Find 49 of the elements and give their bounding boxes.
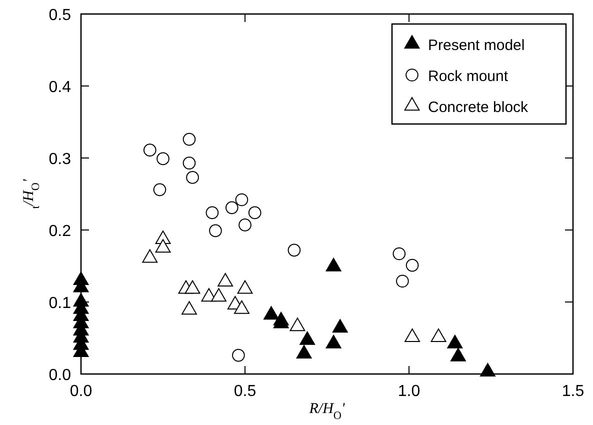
point bbox=[143, 144, 156, 156]
point bbox=[155, 239, 171, 253]
point bbox=[182, 132, 196, 146]
point bbox=[182, 301, 197, 315]
point bbox=[450, 348, 466, 362]
point bbox=[248, 206, 262, 220]
y-tick-label: 0.0 bbox=[48, 367, 72, 384]
y-tick-label: 0.5 bbox=[48, 7, 72, 24]
point bbox=[237, 280, 253, 294]
point bbox=[326, 258, 342, 272]
legend-label: Present model bbox=[428, 37, 525, 54]
point bbox=[153, 183, 166, 196]
point bbox=[225, 201, 238, 214]
point bbox=[238, 218, 252, 232]
point bbox=[300, 331, 316, 345]
point bbox=[142, 249, 158, 263]
point bbox=[392, 247, 406, 260]
y-tick-label: 0.3 bbox=[48, 151, 72, 168]
point bbox=[480, 363, 496, 376]
point bbox=[326, 334, 342, 348]
legend-label: Rock mount bbox=[428, 68, 509, 85]
x-axis-title: R/H$_{O}$' bbox=[308, 401, 346, 422]
point bbox=[296, 345, 312, 358]
point bbox=[332, 319, 348, 333]
point bbox=[209, 224, 222, 238]
y-tick-label: 0.1 bbox=[48, 295, 72, 312]
point bbox=[218, 273, 234, 286]
x-tick-label: 1.5 bbox=[562, 383, 584, 400]
point bbox=[234, 300, 250, 314]
point bbox=[206, 206, 219, 220]
point bbox=[186, 171, 199, 184]
point bbox=[182, 156, 196, 170]
y-tick-label: 0.2 bbox=[48, 223, 72, 240]
point bbox=[288, 244, 301, 257]
x-tick-label: 0.0 bbox=[70, 383, 92, 400]
point bbox=[430, 328, 446, 342]
point bbox=[156, 152, 170, 166]
legend-label: Concrete block bbox=[428, 99, 529, 116]
y-tick-label: 0.4 bbox=[48, 79, 72, 96]
point bbox=[404, 328, 420, 342]
point bbox=[406, 258, 419, 272]
point bbox=[235, 193, 248, 206]
x-tick-label: 0.5 bbox=[234, 383, 256, 400]
point bbox=[184, 280, 200, 294]
x-tick-label: 1.0 bbox=[398, 383, 420, 400]
point bbox=[447, 334, 463, 348]
point bbox=[264, 306, 279, 320]
point bbox=[290, 318, 306, 332]
point bbox=[211, 288, 226, 302]
